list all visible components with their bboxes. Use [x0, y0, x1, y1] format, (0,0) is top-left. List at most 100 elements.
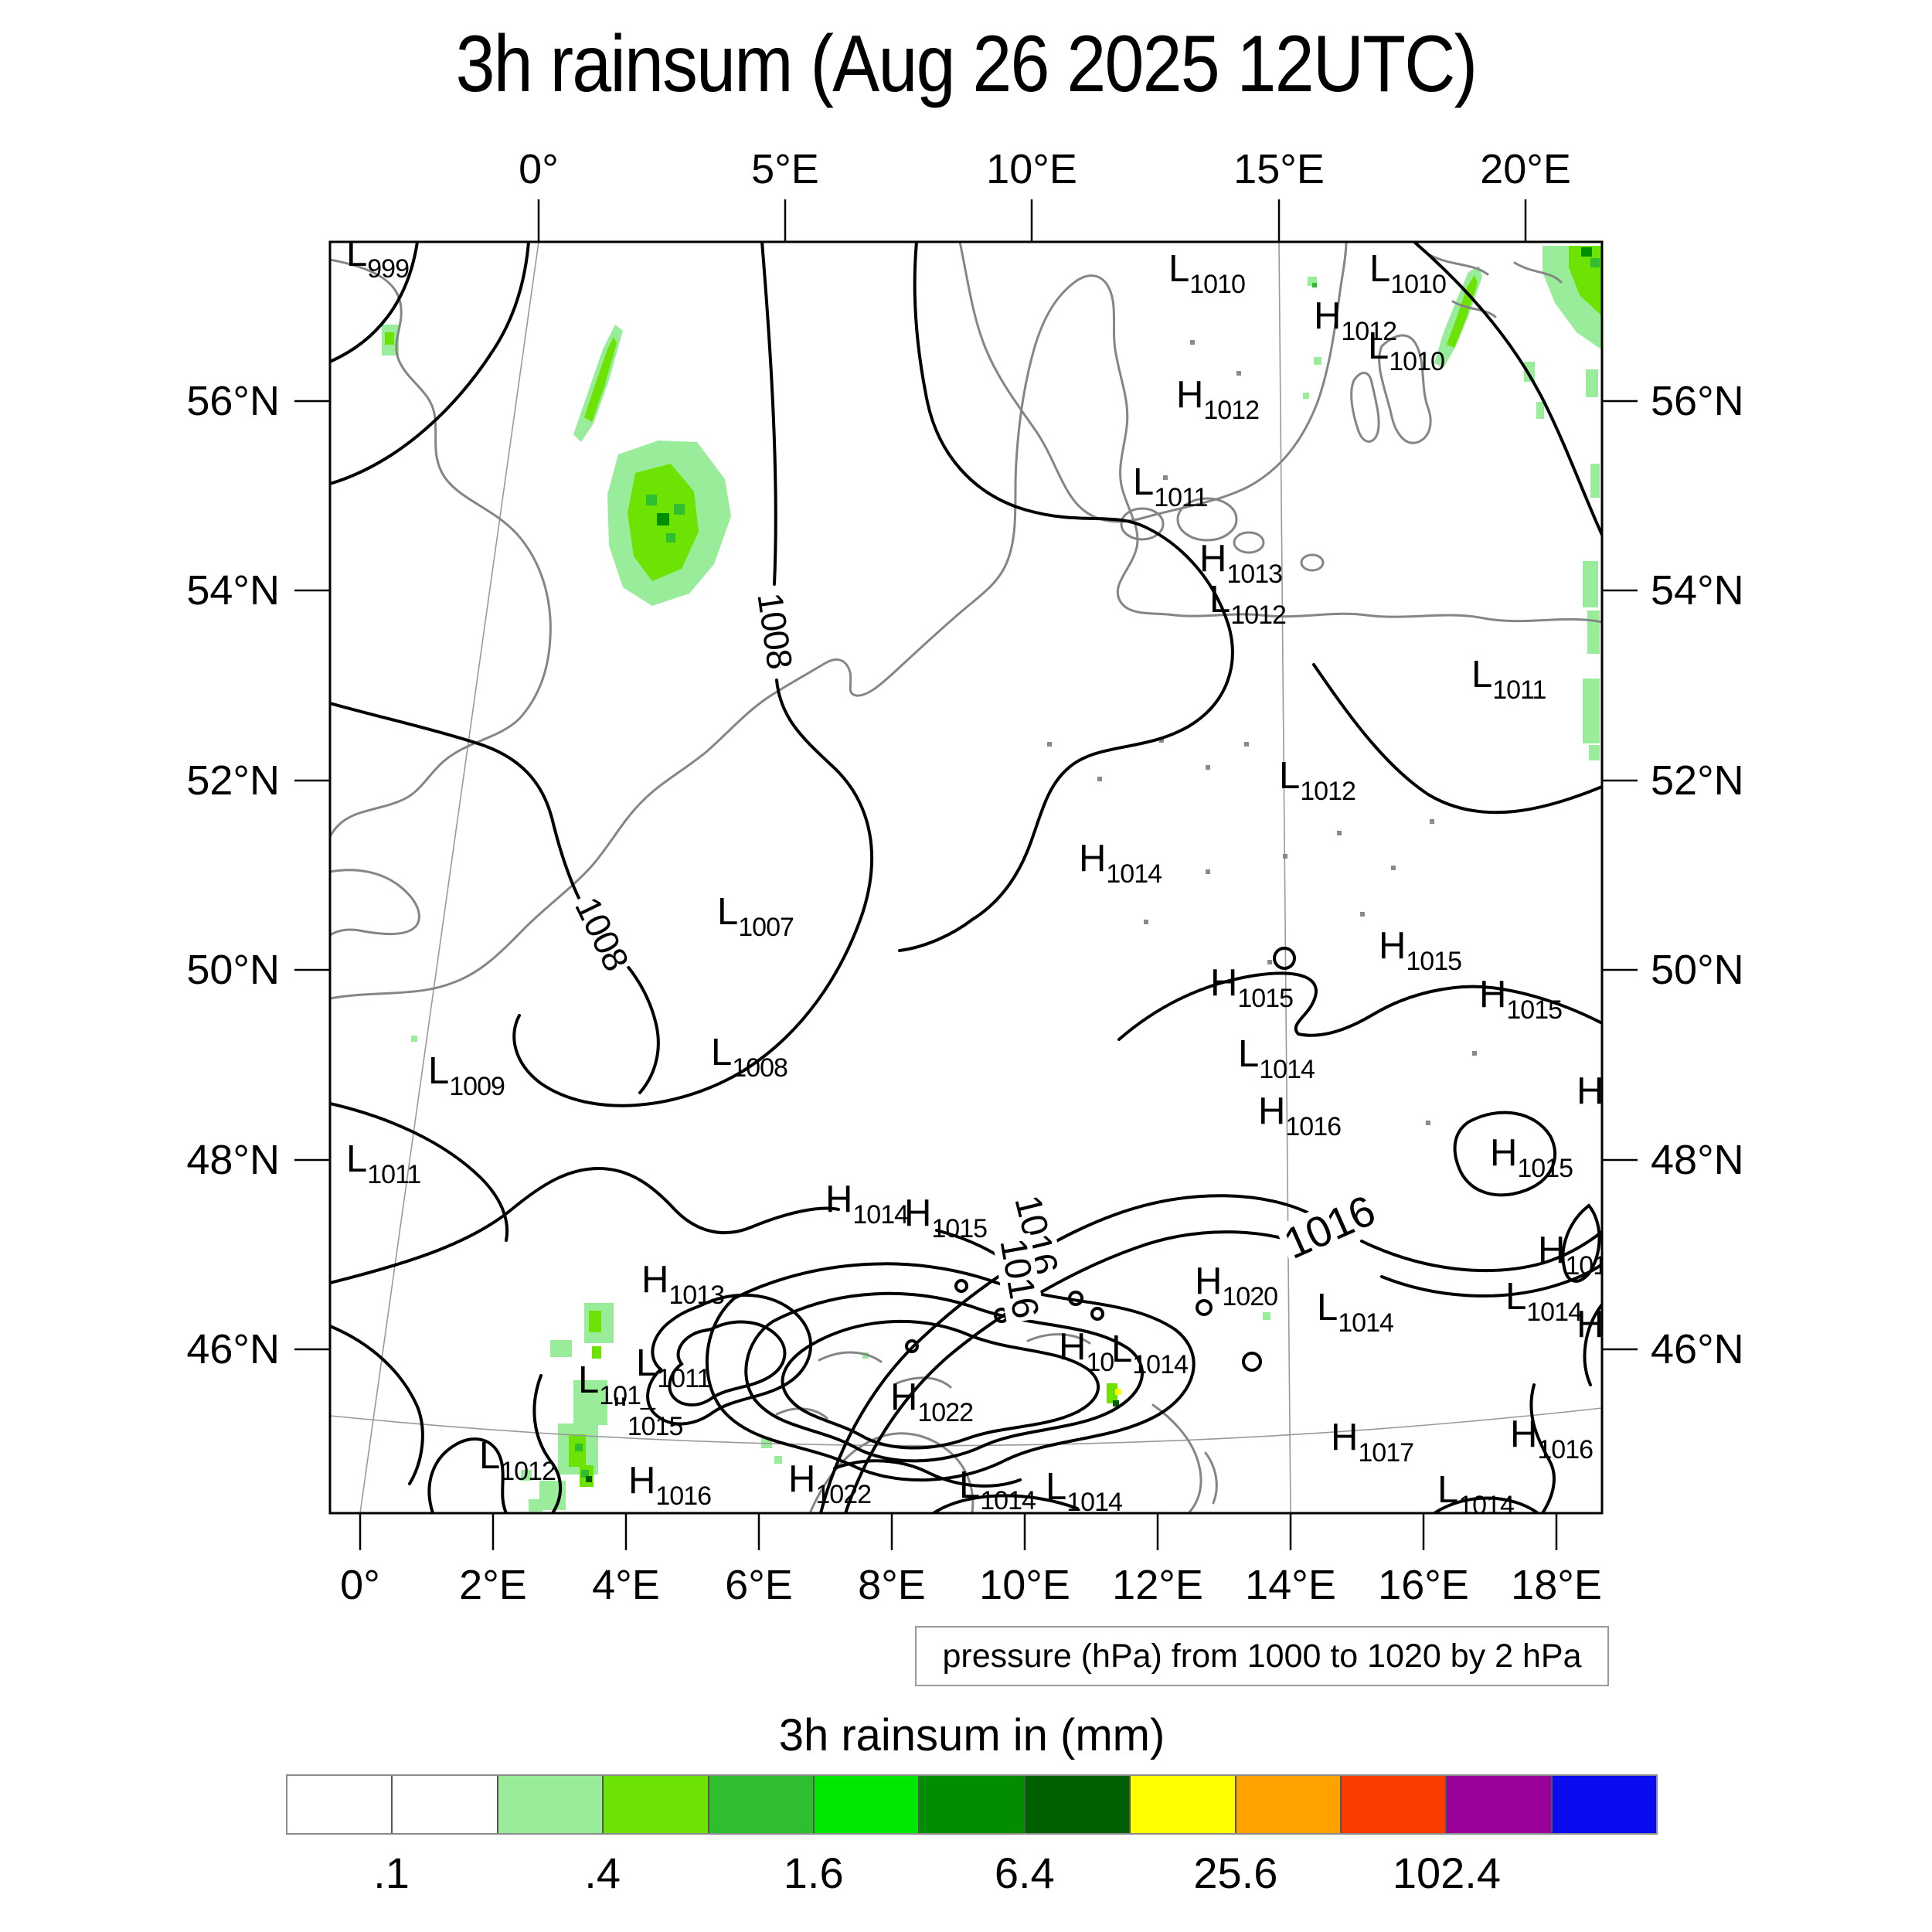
bottom-axis-label: 8°E	[858, 1562, 926, 1608]
colorbar-cell-9	[1236, 1776, 1342, 1833]
pressure-label-high: H1022	[788, 1458, 872, 1509]
colorbar-tick-label: 25.6	[1193, 1849, 1278, 1897]
top-axis-label: 10°E	[986, 146, 1077, 192]
right-axis-label: 46°N	[1651, 1326, 1744, 1372]
contour-label: 1016	[1274, 1185, 1384, 1268]
right-axis-label: 56°N	[1651, 378, 1744, 424]
rain-patches	[382, 246, 1601, 1512]
pressure-label-high: H10	[1059, 1326, 1114, 1377]
colorbar-cell-4	[709, 1776, 815, 1833]
pressure-label-low: L1010	[1368, 325, 1445, 376]
left-axis-label: 46°N	[186, 1326, 280, 1372]
pressure-label-low: L999	[346, 242, 410, 284]
colorbar-tick-label: .1	[373, 1849, 410, 1897]
colorbar-tick-label: .4	[584, 1849, 621, 1897]
contour-label: 1008	[567, 888, 637, 979]
pressure-label-high: H1016	[1510, 1413, 1594, 1464]
colorbar-cell-2	[498, 1776, 604, 1833]
bottom-axis-label: 0°	[340, 1562, 380, 1608]
bottom-axis-label: 4°E	[592, 1562, 660, 1608]
top-axis-label: 15°E	[1233, 146, 1325, 192]
axis-ticks	[294, 199, 1638, 1550]
pressure-label-high: H1017	[1331, 1417, 1414, 1468]
pressure-label-high: H10	[1577, 1070, 1602, 1112]
map-label-layer: L999 L1010 L1010 H1012 L1010 H1012 L1011 H1013 L…	[330, 242, 1602, 1513]
land-detail-flecks	[1047, 340, 1477, 1125]
page-title: 3h rainsum (Aug 26 2025 12UTC)	[455, 19, 1478, 109]
pressure-label-high: H1022	[890, 1376, 974, 1427]
left-axis-label: 50°N	[186, 947, 280, 993]
colorbar-tick-label: 102.4	[1392, 1849, 1501, 1897]
pressure-label-high: H1015	[1538, 1230, 1602, 1281]
colorbar-cell-8	[1131, 1776, 1236, 1833]
pressure-label-partial: ''1015	[613, 1390, 683, 1441]
pressure-label-low: L1007	[717, 891, 794, 942]
colorbar-cell-10	[1341, 1776, 1447, 1833]
pressure-label-high: H1015	[1210, 962, 1294, 1013]
pressure-label-low: L1011	[1471, 654, 1546, 705]
pressure-label-high: H1013	[1199, 538, 1283, 589]
pressure-label-low: L1012	[1209, 579, 1287, 630]
pressure-label-high: H1020	[1195, 1260, 1278, 1311]
colorbar-cell-11	[1447, 1776, 1553, 1833]
pressure-label-low: L1010	[1369, 248, 1447, 299]
colorbar-cell-12	[1552, 1776, 1657, 1833]
colorbar	[286, 1774, 1658, 1835]
left-axis-label: 56°N	[186, 378, 280, 424]
coastlines	[330, 242, 1602, 1513]
bottom-axis-label: 18°E	[1511, 1562, 1602, 1608]
isobar-contours	[330, 242, 1602, 1513]
pressure-label-low: L1014	[1046, 1466, 1123, 1514]
bottom-axis-label: 12°E	[1112, 1562, 1203, 1608]
pressure-label-low: L101_	[578, 1359, 655, 1410]
colorbar-cell-1	[393, 1776, 498, 1833]
right-axis-label: 48°N	[1651, 1137, 1744, 1183]
bottom-axis-label: 2°E	[459, 1562, 527, 1608]
map-frame	[328, 240, 1604, 1515]
colorbar-cell-6	[920, 1776, 1026, 1833]
bottom-axis-label: 16°E	[1378, 1562, 1469, 1608]
pressure-label-high: H1016	[1258, 1090, 1342, 1141]
pressure-label-high: H1015	[1379, 925, 1462, 976]
pressure-label-low: L1010	[1168, 248, 1246, 299]
left-axis-label: 52°N	[186, 757, 280, 804]
colorbar-cell-3	[604, 1776, 709, 1833]
pressure-legend-caption: pressure (hPa) from 1000 to 1020 by 2 hP…	[915, 1626, 1609, 1686]
pressure-label-high: H1012	[1176, 374, 1260, 425]
pressure-label-high: H101	[1577, 1304, 1602, 1345]
graticule-lines	[330, 242, 1602, 1513]
bottom-axis-label: 14°E	[1245, 1562, 1336, 1608]
pressure-label-low: L1009	[428, 1050, 505, 1101]
pressure-label-high: H1014	[1079, 838, 1162, 889]
pressure-label-high: H1015	[1490, 1132, 1573, 1183]
pressure-label-low: L1014	[1238, 1033, 1315, 1084]
bottom-axis-label: 6°E	[725, 1562, 793, 1608]
pressure-label-low: L1014	[1317, 1287, 1394, 1338]
bottom-axis-label: 10°E	[979, 1562, 1070, 1608]
right-axis-label: 50°N	[1651, 947, 1744, 993]
colorbar-cell-7	[1025, 1776, 1131, 1833]
pressure-label-high: H1016	[628, 1460, 712, 1511]
pressure-label-low: L1011	[346, 1138, 421, 1189]
pressure-label-high: H1012	[1314, 295, 1397, 346]
pressure-label-low: L1012	[479, 1435, 556, 1486]
pressure-label-high: H1015	[904, 1192, 988, 1243]
right-axis-label: 52°N	[1651, 757, 1744, 804]
pressure-label-low: L1014	[959, 1464, 1036, 1514]
top-axis-label: 0°	[519, 146, 559, 192]
pressure-label-high: H1015	[1479, 974, 1563, 1025]
pressure-label-low: L1014	[1505, 1276, 1583, 1327]
colorbar-cell-5	[814, 1776, 920, 1833]
pressure-label-low: L1014	[1437, 1469, 1515, 1514]
left-axis-label: 48°N	[186, 1137, 280, 1183]
left-axis-label: 54°N	[186, 567, 280, 614]
right-axis-label: 54°N	[1651, 567, 1744, 614]
colorbar-title: 3h rainsum in (mm)	[778, 1710, 1165, 1760]
colorbar-cell-0	[287, 1776, 393, 1833]
pressure-label-low: L1012	[1279, 755, 1356, 806]
pressure-label-low: L1011	[1133, 461, 1208, 512]
top-axis-label: 20°E	[1480, 146, 1571, 192]
colorbar-tick-label: 1.6	[783, 1849, 844, 1897]
